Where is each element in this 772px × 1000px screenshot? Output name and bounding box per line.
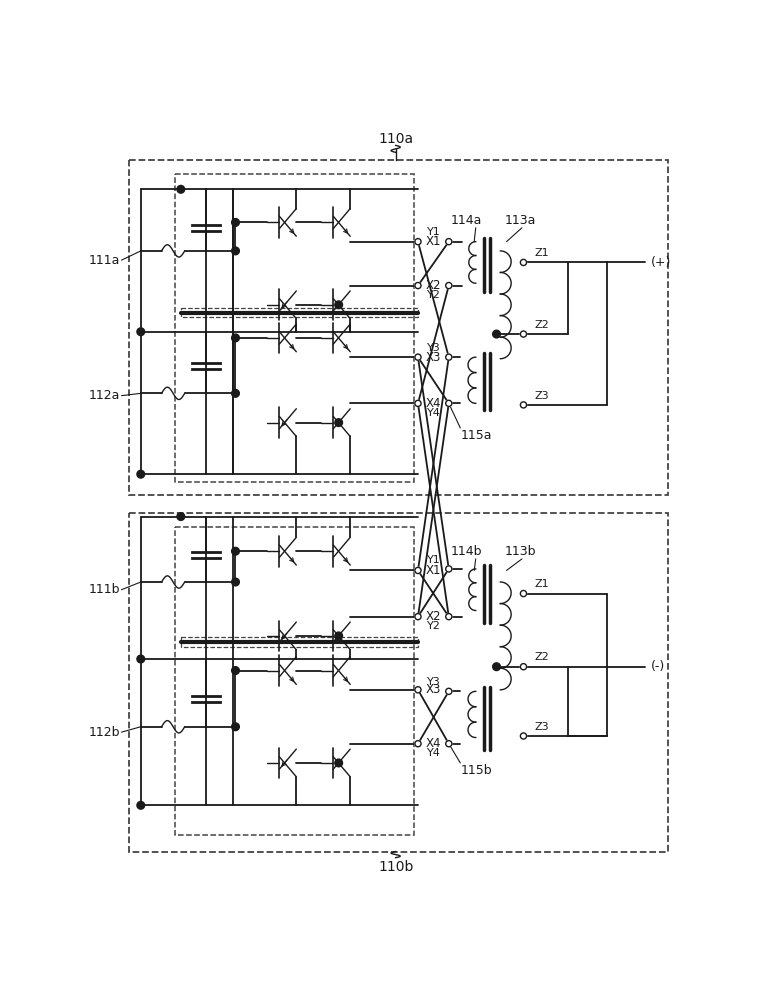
- Circle shape: [445, 741, 452, 747]
- Circle shape: [415, 614, 421, 620]
- Text: X2: X2: [425, 279, 441, 292]
- Text: 110b: 110b: [378, 860, 413, 874]
- Text: X1: X1: [425, 235, 441, 248]
- Circle shape: [415, 567, 421, 574]
- Circle shape: [520, 733, 527, 739]
- Circle shape: [137, 655, 144, 663]
- Circle shape: [415, 741, 421, 747]
- Text: (+): (+): [652, 256, 672, 269]
- Circle shape: [335, 301, 343, 309]
- Circle shape: [445, 239, 452, 245]
- Circle shape: [445, 282, 452, 289]
- Circle shape: [335, 759, 343, 767]
- Circle shape: [177, 513, 185, 520]
- Text: X4: X4: [425, 397, 441, 410]
- Text: 114b: 114b: [451, 545, 482, 558]
- Text: 113b: 113b: [505, 545, 536, 558]
- Text: Y3: Y3: [428, 677, 441, 687]
- Text: 112a: 112a: [89, 389, 120, 402]
- Text: (-): (-): [652, 660, 665, 673]
- Text: Z1: Z1: [534, 579, 549, 589]
- Circle shape: [520, 402, 527, 408]
- Circle shape: [137, 328, 144, 336]
- Text: X4: X4: [425, 737, 441, 750]
- Circle shape: [520, 259, 527, 266]
- Text: Y3: Y3: [428, 343, 441, 353]
- Circle shape: [520, 590, 527, 597]
- Circle shape: [445, 688, 452, 694]
- Text: X3: X3: [425, 683, 441, 696]
- Circle shape: [445, 400, 452, 406]
- Text: Z3: Z3: [534, 391, 549, 401]
- Circle shape: [232, 578, 239, 586]
- Circle shape: [232, 723, 239, 731]
- Text: Y4: Y4: [427, 408, 441, 418]
- Text: Y2: Y2: [427, 621, 441, 631]
- Text: Y1: Y1: [428, 555, 441, 565]
- Circle shape: [445, 614, 452, 620]
- Circle shape: [445, 566, 452, 572]
- Circle shape: [232, 334, 239, 342]
- Circle shape: [415, 687, 421, 693]
- Text: X2: X2: [425, 610, 441, 623]
- Circle shape: [493, 663, 500, 671]
- Circle shape: [335, 632, 343, 640]
- Text: 110a: 110a: [378, 132, 413, 146]
- Text: Y1: Y1: [428, 227, 441, 237]
- Text: Z3: Z3: [534, 722, 549, 732]
- Text: 113a: 113a: [505, 214, 536, 227]
- Text: 112b: 112b: [89, 726, 120, 739]
- Text: X1: X1: [425, 564, 441, 577]
- Circle shape: [445, 354, 452, 360]
- Circle shape: [232, 219, 239, 226]
- Text: Z2: Z2: [534, 320, 549, 330]
- Text: X3: X3: [425, 351, 441, 364]
- Circle shape: [232, 547, 239, 555]
- Text: Z2: Z2: [534, 652, 549, 662]
- Circle shape: [137, 801, 144, 809]
- Text: Y2: Y2: [427, 290, 441, 300]
- Circle shape: [335, 419, 343, 426]
- Text: 114a: 114a: [451, 214, 482, 227]
- Text: Z1: Z1: [534, 248, 549, 258]
- Circle shape: [415, 400, 421, 406]
- Text: 111b: 111b: [89, 583, 120, 596]
- Text: 111a: 111a: [89, 254, 120, 267]
- Circle shape: [137, 470, 144, 478]
- Circle shape: [232, 667, 239, 674]
- Circle shape: [520, 664, 527, 670]
- Circle shape: [493, 330, 500, 338]
- Circle shape: [520, 331, 527, 337]
- Text: 115b: 115b: [460, 764, 492, 777]
- Circle shape: [232, 389, 239, 397]
- Circle shape: [177, 185, 185, 193]
- Text: 115a: 115a: [460, 429, 492, 442]
- Circle shape: [415, 354, 421, 360]
- Circle shape: [232, 247, 239, 255]
- Circle shape: [415, 239, 421, 245]
- Circle shape: [415, 282, 421, 289]
- Text: Y4: Y4: [427, 748, 441, 758]
